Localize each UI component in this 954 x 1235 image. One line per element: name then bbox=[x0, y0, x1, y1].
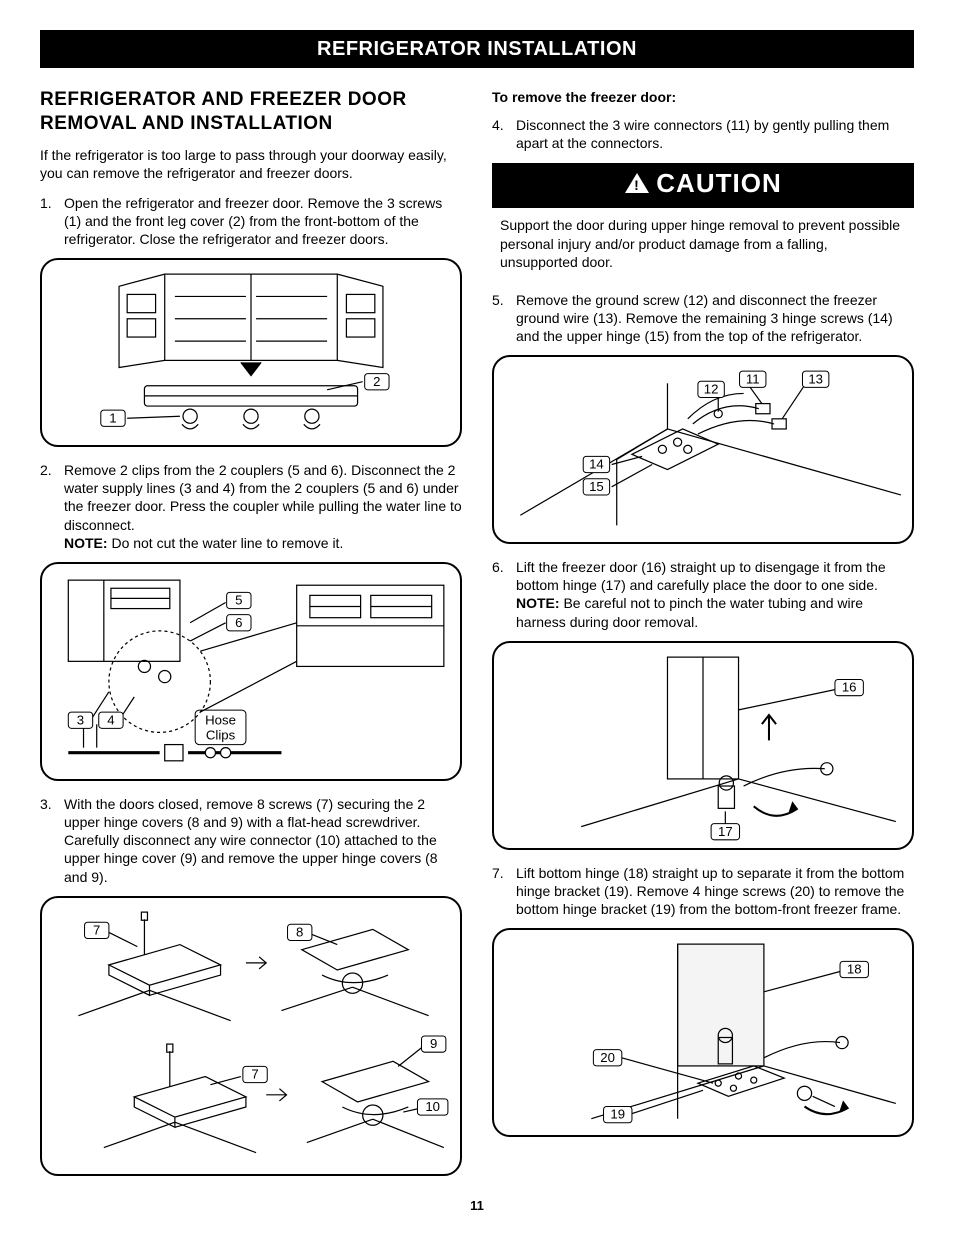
page-header-bar: REFRIGERATOR INSTALLATION bbox=[40, 30, 914, 68]
note-label: NOTE: bbox=[64, 535, 108, 551]
step-text: With the doors closed, remove 8 screws (… bbox=[64, 795, 462, 886]
callout-11: 11 bbox=[746, 372, 760, 387]
caution-bar: ! CAUTION bbox=[492, 163, 914, 209]
two-column-layout: REFRIGERATOR AND FREEZER DOOR REMOVAL AN… bbox=[40, 88, 914, 1190]
step-number: 2. bbox=[40, 461, 64, 552]
page-number: 11 bbox=[40, 1198, 914, 1215]
figure-5: 16 17 bbox=[492, 641, 914, 850]
step-1: 1. Open the refrigerator and freezer doo… bbox=[40, 194, 462, 249]
label-clips: Clips bbox=[206, 727, 236, 742]
step-number: 5. bbox=[492, 291, 516, 346]
callout-7a: 7 bbox=[93, 922, 100, 937]
step-text: Disconnect the 3 wire connectors (11) by… bbox=[516, 116, 914, 152]
note-label: NOTE: bbox=[516, 595, 560, 611]
callout-17: 17 bbox=[718, 824, 733, 839]
step-number: 3. bbox=[40, 795, 64, 886]
steps-list-right-1: 4. Disconnect the 3 wire connectors (11)… bbox=[492, 116, 914, 152]
step-text: Lift bottom hinge (18) straight up to se… bbox=[516, 864, 914, 919]
figure-6: 18 20 19 bbox=[492, 928, 914, 1137]
step-text: Remove the ground screw (12) and disconn… bbox=[516, 291, 914, 346]
figure-2: 5 6 3 4 Hose Clips bbox=[40, 562, 462, 781]
callout-8: 8 bbox=[296, 924, 303, 939]
callout-3: 3 bbox=[77, 712, 84, 727]
callout-16: 16 bbox=[842, 679, 857, 694]
step-text: Lift the freezer door (16) straight up t… bbox=[516, 558, 914, 631]
callout-15: 15 bbox=[589, 479, 604, 494]
callout-19: 19 bbox=[610, 1107, 625, 1122]
step-number: 7. bbox=[492, 864, 516, 919]
step-3: 3. With the doors closed, remove 8 screw… bbox=[40, 795, 462, 886]
callout-5: 5 bbox=[235, 592, 242, 607]
callout-14: 14 bbox=[589, 457, 604, 472]
figure-4: 11 12 13 14 15 bbox=[492, 355, 914, 544]
callout-9: 9 bbox=[430, 1036, 437, 1051]
caution-text: Support the door during upper hinge remo… bbox=[492, 216, 914, 281]
step-number: 1. bbox=[40, 194, 64, 249]
right-column: To remove the freezer door: 4. Disconnec… bbox=[492, 88, 914, 1190]
intro-paragraph: If the refrigerator is too large to pass… bbox=[40, 146, 462, 182]
callout-18: 18 bbox=[847, 962, 862, 977]
subsection-title: To remove the freezer door: bbox=[492, 88, 914, 106]
steps-list-right-3: 6. Lift the freezer door (16) straight u… bbox=[492, 558, 914, 631]
figure-3: 7 8 7 9 10 bbox=[40, 896, 462, 1176]
left-column: REFRIGERATOR AND FREEZER DOOR REMOVAL AN… bbox=[40, 88, 462, 1190]
step-4: 4. Disconnect the 3 wire connectors (11)… bbox=[492, 116, 914, 152]
callout-1: 1 bbox=[109, 411, 116, 426]
callout-6: 6 bbox=[235, 615, 242, 630]
callout-12: 12 bbox=[704, 382, 719, 397]
steps-list-left-2: 2. Remove 2 clips from the 2 couplers (5… bbox=[40, 461, 462, 552]
callout-7b: 7 bbox=[251, 1066, 258, 1081]
step-2: 2. Remove 2 clips from the 2 couplers (5… bbox=[40, 461, 462, 552]
callout-4: 4 bbox=[107, 712, 114, 727]
steps-list-left: 1. Open the refrigerator and freezer doo… bbox=[40, 194, 462, 249]
steps-list-left-3: 3. With the doors closed, remove 8 screw… bbox=[40, 795, 462, 886]
step-number: 4. bbox=[492, 116, 516, 152]
callout-10: 10 bbox=[425, 1099, 440, 1114]
svg-text:!: ! bbox=[634, 177, 640, 193]
callout-20: 20 bbox=[600, 1050, 615, 1065]
step-7: 7. Lift bottom hinge (18) straight up to… bbox=[492, 864, 914, 919]
caution-label: CAUTION bbox=[656, 168, 781, 198]
steps-list-right-4: 7. Lift bottom hinge (18) straight up to… bbox=[492, 864, 914, 919]
callout-2: 2 bbox=[373, 374, 380, 389]
warning-icon: ! bbox=[624, 169, 650, 203]
step-6: 6. Lift the freezer door (16) straight u… bbox=[492, 558, 914, 631]
figure-1: 1 2 bbox=[40, 258, 462, 447]
step-text: Open the refrigerator and freezer door. … bbox=[64, 194, 462, 249]
callout-13: 13 bbox=[808, 372, 823, 387]
step-text: Remove 2 clips from the 2 couplers (5 an… bbox=[64, 461, 462, 552]
label-hose: Hose bbox=[205, 712, 236, 727]
section-title: REFRIGERATOR AND FREEZER DOOR REMOVAL AN… bbox=[40, 88, 462, 136]
step-5: 5. Remove the ground screw (12) and disc… bbox=[492, 291, 914, 346]
step-number: 6. bbox=[492, 558, 516, 631]
steps-list-right-2: 5. Remove the ground screw (12) and disc… bbox=[492, 291, 914, 346]
